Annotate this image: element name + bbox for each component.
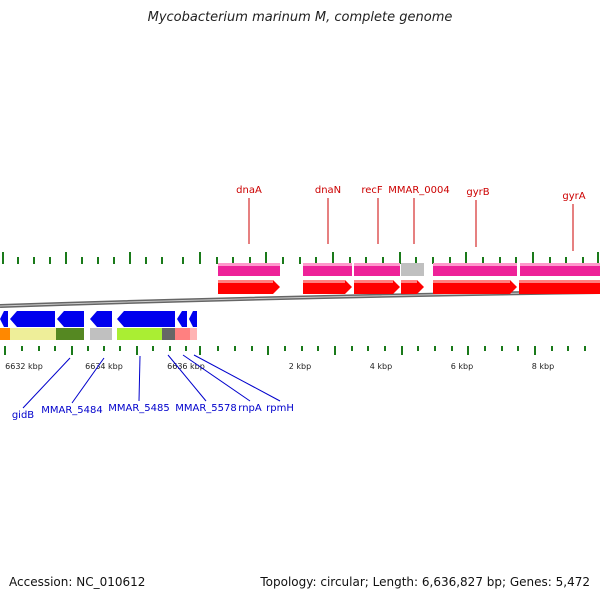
scale-label: 6636 kbp <box>167 362 205 371</box>
reverse-gene-block <box>56 328 84 340</box>
reverse-gene-pointer <box>138 355 141 402</box>
reverse-gene-label: rnpA <box>238 403 262 414</box>
forward-gene-highlight <box>303 263 352 266</box>
scale-label: 4 kbp <box>370 362 392 371</box>
scale-label: 6 kbp <box>451 362 473 371</box>
forward-gene-block <box>433 263 517 276</box>
forward-gene-block-grey <box>401 263 424 276</box>
reverse-gene-pointer <box>182 354 251 402</box>
reverse-gene-block <box>190 328 197 340</box>
reverse-gene-pointer <box>22 357 71 409</box>
reverse-cds-block-grey <box>90 328 112 340</box>
forward-gene-label: dnaN <box>315 185 341 196</box>
forward-gene-label: gyrB <box>466 187 489 198</box>
reverse-gene-label: gidB <box>12 410 34 421</box>
forward-gene-label: MMAR_0004 <box>388 185 450 196</box>
genome-backbone-highlight <box>0 291 600 307</box>
forward-cds-highlight <box>433 280 510 283</box>
forward-cds-arrow <box>218 280 280 294</box>
reverse-gene-label: rpmH <box>266 403 294 414</box>
forward-gene-highlight <box>354 263 400 266</box>
forward-cds-highlight <box>401 280 417 283</box>
forward-gene-block <box>520 263 600 276</box>
reverse-cds-arrow <box>10 311 55 327</box>
reverse-gene-label: MMAR_5484 <box>41 405 103 416</box>
forward-gene-highlight <box>218 263 280 266</box>
reverse-cds-arrow <box>90 311 112 327</box>
reverse-cds-arrow <box>177 311 187 327</box>
forward-cds-arrow <box>303 280 352 294</box>
reverse-gene-pointer <box>167 354 207 402</box>
reverse-gene-pointer <box>193 354 281 402</box>
genome-backbone <box>0 290 600 308</box>
genome-summary: Topology: circular; Length: 6,636,827 bp… <box>260 575 590 589</box>
forward-cds-arrow <box>354 280 400 294</box>
scale-label: 8 kbp <box>532 362 554 371</box>
reverse-cds-arrow <box>0 311 8 327</box>
reverse-cds-arrow <box>189 311 197 327</box>
forward-gene-label: recF <box>361 185 383 196</box>
reverse-cds-arrow <box>117 311 175 327</box>
forward-gene-label: gyrA <box>562 191 585 202</box>
reverse-gene-pointer <box>71 357 105 404</box>
forward-gene-block <box>354 263 400 276</box>
forward-gene-block <box>303 263 352 276</box>
forward-cds-highlight <box>303 280 345 283</box>
reverse-gene-block <box>175 328 190 340</box>
forward-cds-arrow <box>519 280 600 294</box>
reverse-gene-block <box>0 328 10 340</box>
forward-gene-highlight <box>433 263 517 266</box>
reverse-gene-block <box>162 328 175 340</box>
forward-gene-block <box>218 263 280 276</box>
reverse-cds-arrow <box>57 311 84 327</box>
genome-title: Mycobacterium marinum M, complete genome <box>147 10 453 25</box>
forward-cds-highlight <box>218 280 273 283</box>
forward-cds-highlight <box>354 280 393 283</box>
forward-cds-highlight <box>519 280 600 283</box>
scale-label: 6634 kbp <box>85 362 123 371</box>
reverse-gene-block <box>117 328 162 340</box>
scale-label: 6632 kbp <box>5 362 43 371</box>
reverse-gene-label: MMAR_5485 <box>108 403 170 414</box>
reverse-gene-label: MMAR_5578 <box>175 403 237 414</box>
forward-cds-arrow <box>401 280 424 294</box>
forward-cds-arrow <box>433 280 517 294</box>
forward-gene-label: dnaA <box>236 185 262 196</box>
reverse-gene-block <box>10 328 56 340</box>
accession-label: Accession: NC_010612 <box>9 575 146 589</box>
forward-gene-highlight <box>520 263 600 266</box>
scale-label: 2 kbp <box>289 362 311 371</box>
